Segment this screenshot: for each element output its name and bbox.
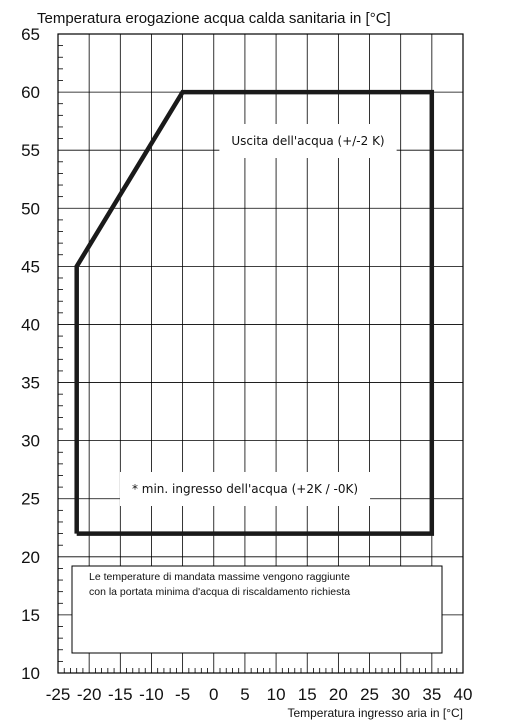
x-tick-label: -5 bbox=[175, 685, 190, 704]
y-tick-label: 35 bbox=[21, 374, 40, 393]
x-tick-label: 10 bbox=[267, 685, 286, 704]
note-line-2: con la portata minima d'acqua di riscald… bbox=[89, 586, 350, 598]
x-tick-label: 25 bbox=[360, 685, 379, 704]
y-tick-label: 50 bbox=[21, 199, 40, 218]
y-tick-label: 40 bbox=[21, 315, 40, 334]
x-tick-label: 5 bbox=[240, 685, 249, 704]
y-tick-label: 55 bbox=[21, 141, 40, 160]
y-tick-label: 60 bbox=[21, 83, 40, 102]
x-tick-label: 40 bbox=[454, 685, 473, 704]
x-tick-label: 20 bbox=[329, 685, 348, 704]
annotations: Uscita dell'acqua (+/-2 K) * min. ingres… bbox=[119, 124, 397, 506]
upper-annotation: Uscita dell'acqua (+/-2 K) bbox=[231, 134, 384, 148]
plot-frame bbox=[57, 33, 464, 674]
y-tick-labels: 10 15 20 25 30 35 40 45 50 55 60 65 bbox=[21, 25, 40, 683]
x-tick-label: 0 bbox=[209, 685, 218, 704]
chart-title: Temperatura erogazione acqua calda sanit… bbox=[37, 10, 391, 27]
note-box-frame bbox=[71, 565, 443, 654]
x-tick-label: -10 bbox=[139, 685, 164, 704]
x-axis-title: Temperatura ingresso aria in [°C] bbox=[287, 706, 463, 720]
minor-ticks bbox=[58, 45, 458, 673]
y-tick-label: 25 bbox=[21, 490, 40, 509]
operating-envelope-line bbox=[74, 89, 435, 536]
y-tick-label: 15 bbox=[21, 606, 40, 625]
y-tick-label: 10 bbox=[21, 664, 40, 683]
y-tick-label: 45 bbox=[21, 257, 40, 276]
x-tick-label: -20 bbox=[77, 685, 102, 704]
y-tick-label: 65 bbox=[21, 25, 40, 44]
y-tick-label: 30 bbox=[21, 432, 40, 451]
x-tick-label: 35 bbox=[422, 685, 441, 704]
x-tick-label: 15 bbox=[298, 685, 317, 704]
x-tick-labels: -25 -20 -15 -10 -5 0 5 10 15 20 25 30 35 40 bbox=[46, 685, 473, 704]
lower-annotation-box bbox=[119, 472, 371, 506]
note-line-1: Le temperature di mandata massime vengon… bbox=[89, 571, 350, 583]
x-tick-label: 30 bbox=[391, 685, 410, 704]
note-box: Le temperature di mandata massime vengon… bbox=[71, 565, 443, 654]
upper-annotation-box bbox=[219, 124, 397, 158]
x-tick-label: -25 bbox=[46, 685, 71, 704]
x-tick-label: -15 bbox=[108, 685, 133, 704]
y-tick-label: 20 bbox=[21, 548, 40, 567]
lower-annotation: * min. ingresso dell'acqua (+2K / -0K) bbox=[132, 482, 358, 496]
